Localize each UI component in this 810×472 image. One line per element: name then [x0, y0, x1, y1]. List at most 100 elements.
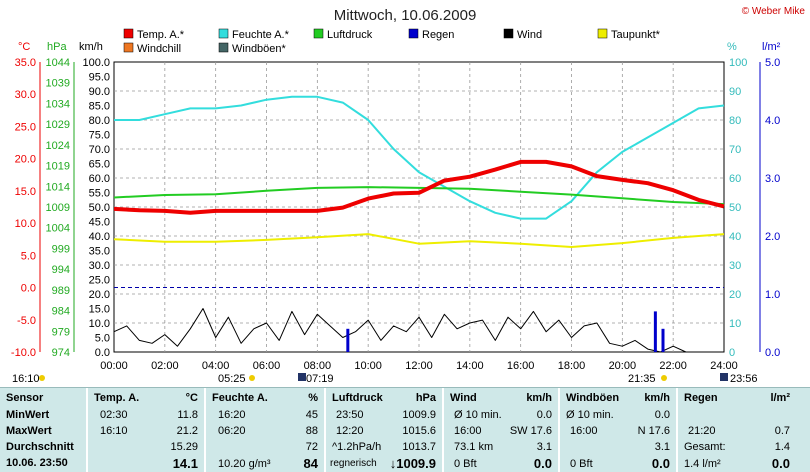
humidity-tick-label: 80 [729, 115, 741, 127]
legend: Temp. A.* Feuchte A.* Luftdruck Regen Wind Ta… [123, 28, 661, 55]
pressure-tick-label: 1014 [46, 181, 70, 193]
speed-tick-label: 5.0 [95, 333, 110, 345]
temp-tick-label: -10.0 [11, 347, 36, 359]
time-tick-label: 22:00 [659, 360, 687, 372]
pressure-avg-value: 1013.7 [402, 441, 436, 453]
wind-max-value: SW 17.6 [509, 425, 552, 437]
temp-tick-label: 30.0 [15, 89, 36, 101]
series-line [113, 159, 725, 215]
row-label-min: MinWert [6, 409, 50, 421]
pressure-tick-label: 1029 [46, 119, 70, 131]
series-line [114, 95, 725, 220]
time-tick-label: 20:00 [609, 360, 637, 372]
time-tick-label: 12:00 [405, 360, 433, 372]
temp-tick-label: 35.0 [15, 57, 36, 69]
time-marker: 05:25 [218, 373, 246, 385]
humidity-tick-label: 100 [729, 57, 747, 69]
speed-tick-label: 25.0 [89, 275, 110, 287]
row-label-avg: Durchschnitt [6, 441, 74, 453]
pressure-tick-label: 1044 [46, 57, 70, 69]
humidity-header: Feuchte A. [212, 392, 268, 404]
rain-bar [661, 328, 665, 352]
speed-tick-label: 70.0 [89, 144, 110, 156]
speed-tick-label: 75.0 [89, 130, 110, 142]
rain-total-value: 1.4 [774, 441, 790, 453]
wind-bft: 0 Bft [454, 458, 477, 470]
humidity-max-time: 06:20 [218, 425, 246, 437]
speed-tick-label: 100.0 [82, 57, 110, 69]
humidity-tick-label: 40 [729, 231, 741, 243]
time-tick-label: 14:00 [456, 360, 484, 372]
rain-unit-header: l/m² [770, 392, 790, 404]
pressure-min-time: 23:50 [336, 409, 364, 421]
legend-label: Temp. A.* [137, 29, 185, 41]
sun-markers: 16:10 05:25 07:19 21:35 23:56 [12, 373, 758, 385]
speed-tick-label: 45.0 [89, 217, 110, 229]
temp-min-time: 02:30 [100, 409, 128, 421]
temp-tick-label: -5.0 [17, 315, 36, 327]
legend-label: Regen [422, 29, 454, 41]
temp-current-value: 14.1 [172, 456, 198, 471]
legend-swatch [123, 42, 134, 53]
speed-tick-label: 15.0 [89, 304, 110, 316]
legend-label: Taupunkt* [611, 29, 661, 41]
humidity-tick-label: 70 [729, 144, 741, 156]
pressure-max-time: 12:20 [336, 425, 364, 437]
rain-bar [653, 311, 657, 352]
gust-bft: 0 Bft [570, 458, 593, 470]
temp-tick-label: 5.0 [21, 250, 36, 262]
grid [113, 61, 725, 353]
pressure-min-value: 1009.9 [402, 409, 436, 421]
speed-tick-label: 65.0 [89, 159, 110, 171]
temp-tick-label: 25.0 [15, 121, 36, 133]
pressure-tick-label: 974 [52, 347, 70, 359]
time-tick-label: 06:00 [253, 360, 281, 372]
y-axes: 35.0 30.0 25.0 20.0 15.0 10.0 5.0 0.0 -5.0 -10.0 1… [11, 57, 780, 359]
pressure-tick-label: 989 [52, 285, 70, 297]
speed-tick-label: 0.0 [95, 347, 110, 359]
temp-tick-label: 10.0 [15, 218, 36, 230]
pressure-max-value: 1015.6 [402, 425, 436, 437]
legend-label: Windchill [137, 43, 181, 55]
rain-max-value: 0.7 [774, 425, 790, 437]
stats-table: Sensor MinWert MaxWert Durchschnitt 10.0… [0, 387, 810, 472]
series-line [113, 308, 724, 353]
col-pressure: Luftdruck hPa 23:50 1009.9 12:20 1015.6 … [326, 388, 444, 472]
pressure-tick-label: 984 [52, 306, 70, 318]
col-labels: Sensor MinWert MaxWert Durchschnitt 10.0… [0, 388, 88, 472]
speed-tick-label: 50.0 [89, 202, 110, 214]
legend-label: Luftdruck [327, 29, 373, 41]
gust-current-value: 0.0 [651, 456, 670, 471]
legend-swatch [313, 28, 324, 39]
humidity-tick-label: 90 [729, 86, 741, 98]
humidity-min-time: 16:20 [218, 409, 246, 421]
pressure-tick-label: 1009 [46, 202, 70, 214]
rain-day-total: 1.4 l/m² [684, 458, 721, 470]
legend-swatch [408, 28, 419, 39]
legend-label: Feuchte A.* [232, 29, 290, 41]
humidity-unit-header: % [308, 392, 318, 404]
wind-header: Wind [450, 392, 477, 404]
speed-tick-label: 40.0 [89, 231, 110, 243]
rain-bar [346, 328, 350, 352]
humidity-avg-value: 72 [305, 441, 318, 453]
wind-avg-label: Ø 10 min. [454, 409, 502, 421]
humidity-tick-label: 10 [729, 318, 741, 330]
rain-tick-label: 4.0 [765, 115, 780, 127]
gust-avg10-value: 0.0 [654, 409, 670, 421]
rain-current-value: 0.0 [771, 456, 790, 471]
legend-swatch [597, 28, 608, 39]
temp-unit-header: °C [185, 392, 198, 404]
pressure-current-value: ↓1009.9 [389, 456, 436, 471]
rain-tick-label: 5.0 [765, 57, 780, 69]
time-tick-label: 00:00 [100, 360, 128, 372]
row-label-sensor: Sensor [6, 392, 44, 404]
speed-tick-label: 20.0 [89, 289, 110, 301]
col-rain: Regen l/m² 21:20 0.7 Gesamt: 1.4 1.4 l/m… [678, 388, 796, 472]
legend-label: Wind [517, 29, 542, 41]
moon-icon [720, 373, 728, 381]
copyright: © Weber Mike [742, 6, 806, 17]
wind-unit-header: km/h [526, 392, 552, 404]
chart-title: Mittwoch, 10.06.2009 [334, 7, 477, 24]
rain-tick-label: 0.0 [765, 347, 780, 359]
